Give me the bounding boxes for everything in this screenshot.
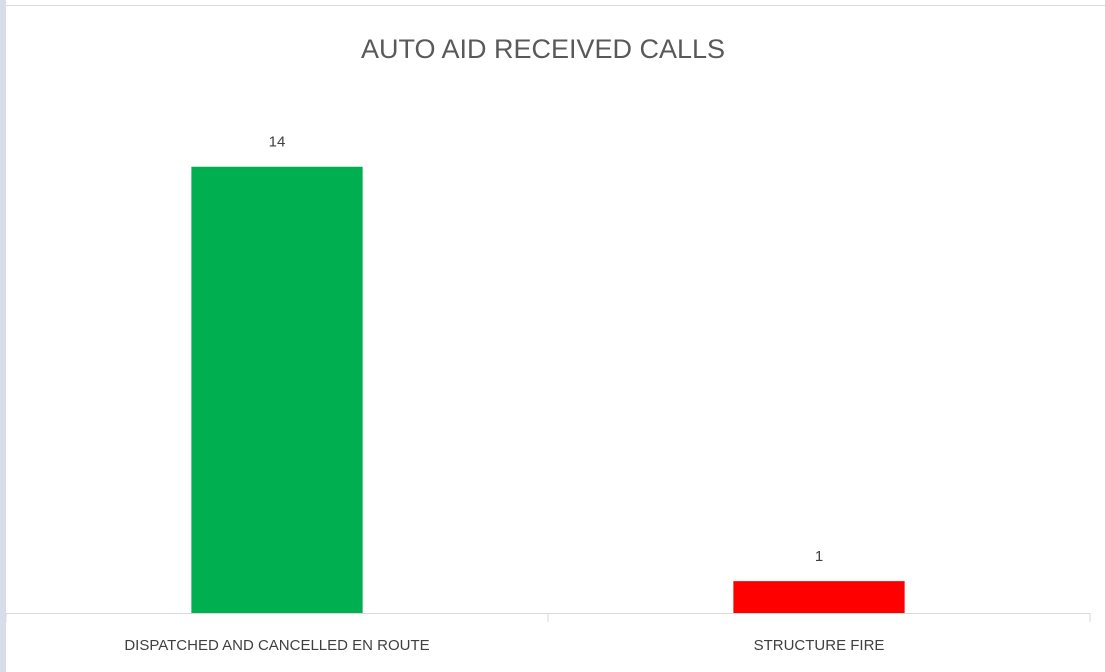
left-border <box>0 0 6 672</box>
bar <box>733 581 905 613</box>
data-label: 1 <box>815 548 823 565</box>
x-tick-label: STRUCTURE FIRE <box>754 637 885 654</box>
chart-title: AUTO AID RECEIVED CALLS <box>361 34 725 64</box>
data-label: 14 <box>269 134 286 151</box>
x-tick-label: DISPATCHED AND CANCELLED EN ROUTE <box>124 637 429 654</box>
bar <box>191 166 363 613</box>
